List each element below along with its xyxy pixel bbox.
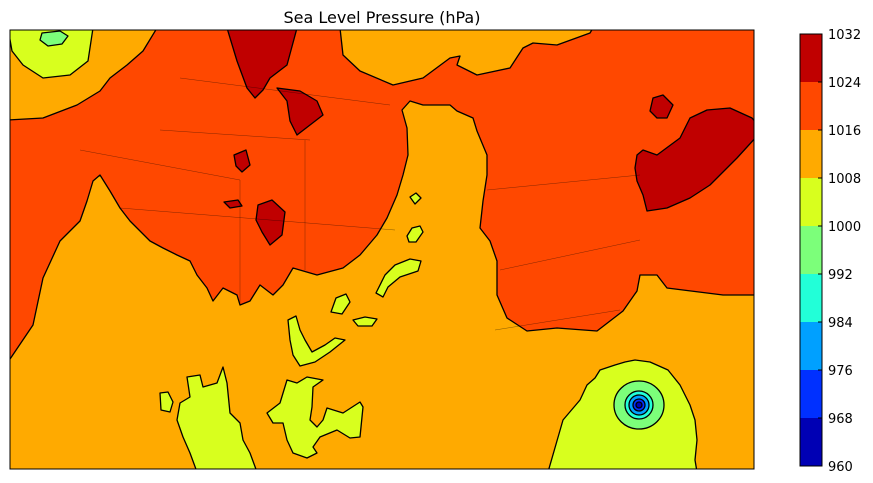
contour-fill-1000-e bbox=[352, 316, 378, 327]
contour-fill-1000-southwest bbox=[176, 366, 257, 469]
colorbar-tick-label: 1016 bbox=[828, 124, 861, 139]
contour-fill-1000-northwest bbox=[10, 30, 94, 79]
colorbar-segment-984 bbox=[800, 274, 822, 322]
contour-fill-1000-b bbox=[406, 225, 424, 243]
state-border bbox=[159, 129, 311, 141]
colorbar-tick-label: 1000 bbox=[828, 220, 861, 235]
colorbar-tick-label: 968 bbox=[828, 412, 853, 427]
contour-fill-1000-f bbox=[287, 315, 346, 367]
state-border bbox=[494, 309, 621, 331]
state-border bbox=[79, 149, 241, 181]
colorbar-tick-label: 1032 bbox=[828, 28, 861, 43]
colorbar-segment-1024 bbox=[800, 34, 822, 82]
contour-fill-1000-c bbox=[375, 258, 422, 298]
state-border bbox=[499, 239, 641, 271]
contour-fill-1024-wyoming bbox=[233, 149, 251, 173]
state-border bbox=[486, 174, 641, 191]
contour-fill-1024-colorado bbox=[255, 199, 286, 246]
colorbar-tick-label: 984 bbox=[828, 316, 853, 331]
contour-fill-992-northwest bbox=[39, 30, 69, 47]
colorbar-segment-1000 bbox=[800, 178, 822, 226]
colorbar-tick-label: 992 bbox=[828, 268, 853, 283]
colorbar-tick-label: 976 bbox=[828, 364, 853, 379]
contour-fill-1024-maine bbox=[649, 94, 674, 119]
colorbar-segment-1016 bbox=[800, 82, 822, 130]
contour-fill-1024-new-england bbox=[634, 107, 754, 212]
colorbar-segment-1008 bbox=[800, 130, 822, 178]
map-area bbox=[10, 30, 754, 469]
contour-fill-1024-utah bbox=[223, 199, 243, 209]
state-border bbox=[179, 77, 391, 106]
colorbar-tick-label: 960 bbox=[828, 460, 853, 475]
contour-fill-1000-g bbox=[159, 391, 174, 413]
colorbar: 960 968 976 984 992 1000 1008 1016 1024 1032 bbox=[799, 28, 861, 475]
colorbar-segment-960 bbox=[800, 418, 822, 466]
state-border bbox=[119, 207, 396, 231]
colorbar-segment-992 bbox=[800, 226, 822, 274]
map-frame bbox=[9, 29, 755, 470]
colorbar-frame bbox=[799, 33, 823, 467]
colorbar-segment-968 bbox=[800, 370, 822, 418]
contour-fill-1024-north-dakota bbox=[226, 30, 298, 99]
contour-ring-960 bbox=[635, 401, 643, 409]
colorbar-tick-label: 1024 bbox=[828, 76, 861, 91]
map-title: Sea Level Pressure (hPa) bbox=[284, 8, 481, 27]
contour-fill-1016 bbox=[10, 30, 754, 361]
colorbar-tick-label: 1008 bbox=[828, 172, 861, 187]
contour-fill-1000-d bbox=[330, 293, 351, 315]
contour-fill-1000-a bbox=[409, 192, 422, 205]
colorbar-segment-976 bbox=[800, 322, 822, 370]
contour-fill-1000-texas bbox=[266, 376, 364, 459]
